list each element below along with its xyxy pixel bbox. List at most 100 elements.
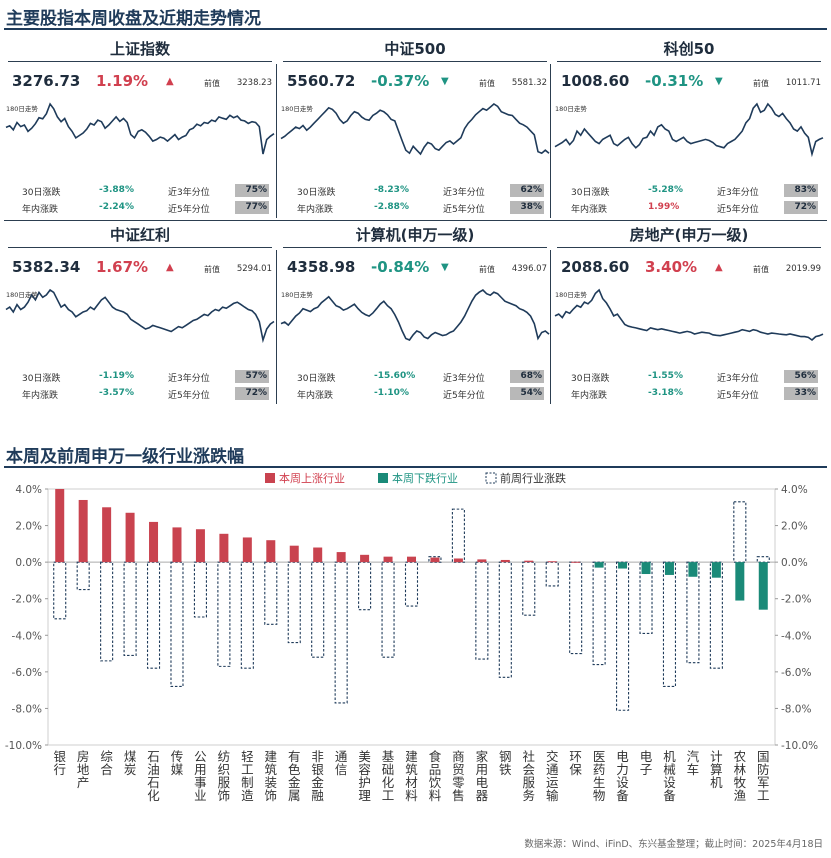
- category-label-char: 造: [241, 788, 254, 803]
- category-label-char: 药: [593, 762, 606, 777]
- category-label-char: 设: [663, 775, 676, 790]
- pct5y-label: 近5年分位: [168, 205, 210, 215]
- category-label-char: 饮: [429, 775, 442, 790]
- category-label-char: 料: [429, 788, 442, 803]
- prev-week-bar: [381, 561, 395, 658]
- index-close: 5382.34: [12, 258, 81, 276]
- y-tick-label-right: 4.0%: [781, 484, 808, 496]
- category-label-char: 轻: [241, 749, 254, 764]
- pct3y-label: 近3年分位: [168, 188, 210, 198]
- index-panel: 中证红利 5382.34 1.67% ▲ 前值 5294.01 180日走势 30日涨跌 -1.…: [4, 222, 276, 406]
- pct3y-value: 57%: [235, 370, 269, 383]
- ytd-label: 年内涨跌: [22, 391, 59, 401]
- category-label-char: 产: [77, 775, 90, 790]
- prev-label: 前值: [204, 79, 220, 88]
- panel-separator-v: [276, 64, 277, 218]
- category-label-char: 保: [569, 762, 582, 777]
- category-label-char: 军: [757, 775, 770, 790]
- trend-label: 180日走势: [555, 105, 587, 113]
- category-label-char: 装: [265, 775, 278, 790]
- index-change: -0.37%: [371, 72, 430, 90]
- category-label-char: 服: [218, 775, 231, 790]
- category-label-char: 备: [663, 788, 676, 803]
- pct3y-label: 近3年分位: [443, 188, 485, 198]
- section1-title: 主要股指本周收盘及近期走势情况: [6, 9, 261, 29]
- index-name: 计算机(申万一级): [355, 226, 475, 244]
- category-label-char: 贸: [452, 762, 465, 777]
- panel-separator-h: [4, 220, 827, 221]
- trend-label: 180日走势: [6, 291, 38, 299]
- category-label-char: 车: [687, 762, 700, 777]
- category-label-char: 房: [77, 749, 90, 764]
- prev-label: 前值: [753, 265, 769, 274]
- trend-line: [5, 102, 275, 155]
- this-week-bar: [641, 562, 651, 575]
- prev-value: 3238.23: [236, 78, 272, 88]
- panel-separator-v: [550, 250, 551, 404]
- ytd-label: 年内涨跌: [571, 205, 608, 215]
- category-label-char: 纺: [218, 749, 231, 764]
- category-label-char: 工: [757, 788, 770, 803]
- this-week-bar: [125, 512, 135, 563]
- index-change: 1.67%: [96, 258, 149, 276]
- prev-week-bar: [733, 501, 747, 563]
- d30-label: 30日涨跌: [297, 188, 336, 198]
- category-label-char: 通: [335, 749, 348, 764]
- category-label-char: 设: [616, 775, 629, 790]
- legend-swatch-prev: [485, 472, 497, 484]
- category-label-char: 防: [757, 762, 770, 777]
- y-tick-label-right: -8.0%: [781, 703, 811, 715]
- this-week-bar: [407, 556, 416, 563]
- this-week-bar: [477, 559, 487, 563]
- prev-week-bar: [545, 561, 559, 587]
- prev-week-bar: [592, 561, 606, 666]
- ytd-value: -2.88%: [374, 202, 409, 212]
- index-close: 4358.98: [287, 258, 356, 276]
- category-label-char: 织: [218, 762, 231, 777]
- d30-value: -3.88%: [99, 185, 134, 195]
- category-label-char: 饰: [265, 788, 278, 803]
- category-label-char: 金: [288, 775, 301, 790]
- this-week-bar: [758, 562, 768, 610]
- index-name: 中证红利: [109, 226, 170, 244]
- category-label-char: 公: [194, 749, 207, 764]
- this-week-bar: [664, 562, 674, 575]
- index-title-rule: [8, 61, 272, 62]
- ytd-value: -2.24%: [99, 202, 134, 212]
- pct3y-value: 56%: [784, 370, 818, 383]
- category-label-char: 售: [452, 788, 465, 803]
- this-week-bar: [266, 540, 276, 563]
- category-label-char: 有: [288, 749, 301, 764]
- this-week-bar: [360, 554, 370, 563]
- this-week-bar: [711, 562, 721, 578]
- prev-label: 前值: [479, 79, 495, 88]
- category-label-char: 通: [546, 762, 559, 777]
- category-label-char: 理: [358, 788, 371, 803]
- trend-line: [554, 102, 824, 158]
- category-label-char: 备: [616, 788, 629, 803]
- category-label-char: 用: [194, 762, 207, 777]
- category-label-char: 钢: [499, 749, 512, 764]
- prev-week-bar: [217, 561, 231, 667]
- category-label-char: 铁: [499, 762, 512, 777]
- index-title-rule: [557, 247, 821, 248]
- category-label-char: 力: [616, 762, 629, 777]
- category-label-char: 融: [311, 788, 324, 803]
- prev-week-bar: [287, 561, 301, 644]
- category-label-char: 化: [382, 775, 395, 790]
- category-label-char: 基: [382, 749, 395, 764]
- arrow-down-icon: ▼: [441, 76, 449, 87]
- category-label-char: 炭: [124, 762, 137, 777]
- category-label-char: 牧: [734, 775, 747, 790]
- plot-frame: [47, 488, 776, 746]
- pct5y-value: 33%: [784, 387, 818, 400]
- trend-line: [5, 288, 275, 344]
- pct5y-value: 77%: [235, 201, 269, 214]
- prev-week-bar: [756, 556, 770, 563]
- arrow-up-icon: ▲: [166, 262, 174, 273]
- prev-week-bar: [451, 508, 465, 563]
- this-week-bar: [594, 562, 604, 568]
- prev-week-bar: [569, 561, 583, 655]
- this-week-bar: [735, 562, 745, 601]
- category-label-char: 输: [546, 788, 559, 803]
